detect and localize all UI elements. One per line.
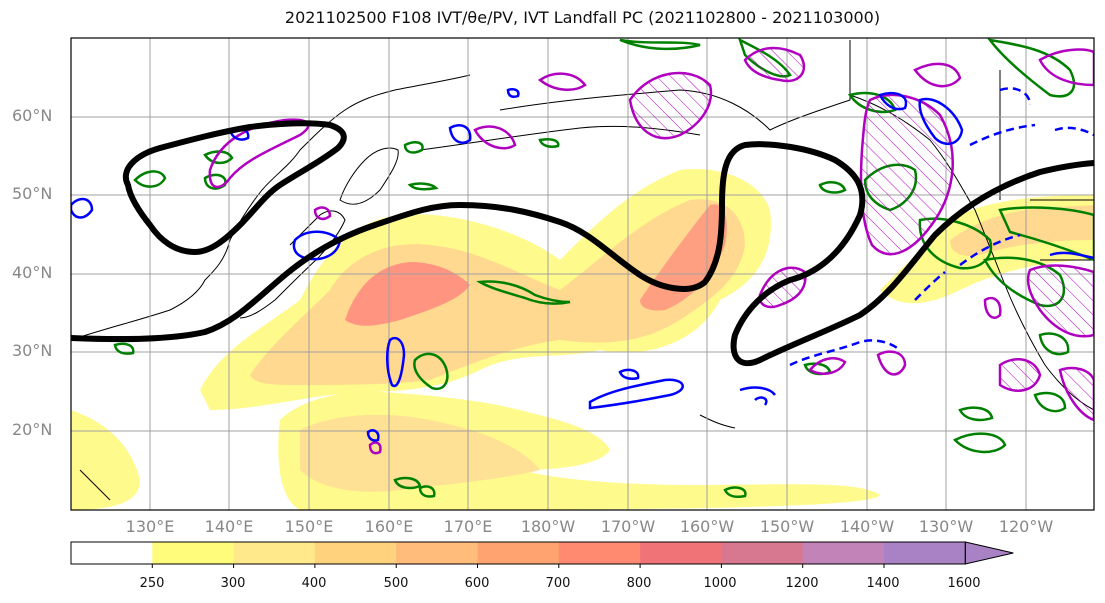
lat-label: 30°N [12,341,53,360]
lon-label: 130°E [125,517,175,536]
colorbar-tick-label: 700 [545,576,571,591]
lon-label: 150°E [284,517,334,536]
colorbar-segment [233,542,316,564]
colorbar-tick-label: 800 [626,576,652,591]
pc-contour [71,120,1094,367]
lat-label: 40°N [12,263,53,282]
lon-label: 180°W [520,517,576,536]
lon-label: 140°W [839,517,895,536]
colorbar-segment [802,542,885,564]
colorbar-tick-label: 300 [220,576,246,591]
colorbar-extend-arrow [964,541,1014,565]
colorbar-segment [71,542,153,564]
colorbar-tick-label: 1000 [703,576,737,591]
colorbar-segment [884,542,966,564]
ivt-northeast-inner [950,205,1094,257]
alaska [499,40,851,131]
colorbar [70,541,1014,568]
colorbar-segment [152,542,235,564]
colorbar-segment [640,542,722,564]
colorbar-tick-label: 1200 [785,576,819,591]
lon-label: 140°E [204,517,254,536]
colorbar-segment [477,542,560,564]
colorbar-frame [70,541,966,565]
lat-label: 20°N [12,420,53,439]
ivt-core-west [345,262,470,326]
lon-label: 160°W [679,517,735,536]
map-title: 2021102500 F108 IVT/θe/PV, IVT Landfall … [284,8,881,27]
pacific-islands [79,414,736,501]
lon-label: 170°W [600,517,656,536]
lat-label: 60°N [12,106,53,125]
ivt-band-mid [250,199,745,385]
lon-label: 130°W [918,517,974,536]
colorbar-tick-label: 1400 [866,576,900,591]
ivt-west-edge [71,410,140,510]
lon-label: 150°W [759,517,815,536]
lon-label: 120°W [998,517,1054,536]
colorbar-tick-label: 1600 [947,576,981,591]
colorbar-tick-label: 250 [139,576,165,591]
colorbar-segment [314,542,397,564]
map-area [71,38,1094,510]
theta-e-contours [71,87,1094,442]
ivt-south-plume-inner [300,414,540,492]
coastlines [71,40,1094,501]
asia-coast [71,74,471,341]
colorbar-tick-label: 400 [301,576,327,591]
lon-label: 160°E [364,517,414,536]
colorbar-tick-label: 500 [383,576,409,591]
lat-label: 50°N [12,184,53,203]
colorbar-tick-label: 600 [464,576,490,591]
kamchatka [339,147,399,205]
colorbar-segment [396,542,478,564]
lon-label: 170°E [443,517,493,536]
pv-contours [208,46,1094,455]
colorbar-segment [558,542,641,564]
colorbar-segment [721,542,804,564]
na-interior [999,70,1094,261]
map-frame [70,37,1095,511]
